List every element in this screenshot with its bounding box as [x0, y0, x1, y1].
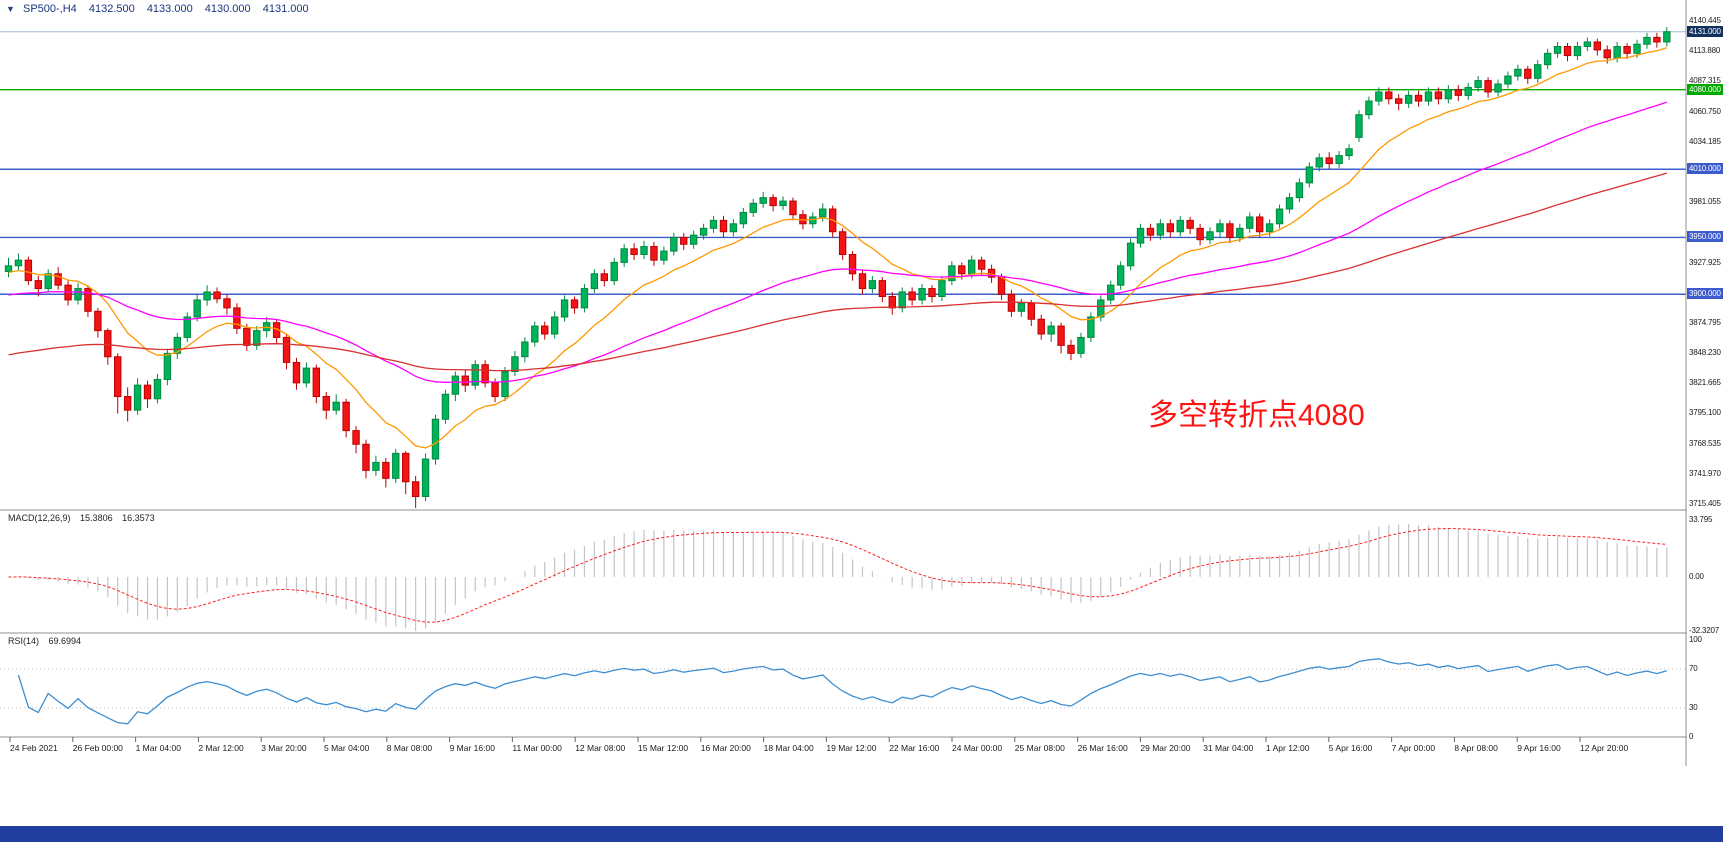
candles	[4, 27, 1671, 508]
low-value: 4130.000	[204, 3, 251, 15]
macd-scale-label: -32.3207	[1689, 626, 1719, 636]
time-ticks	[9, 737, 1581, 742]
price-scale-label: 3848.230	[1689, 348, 1721, 358]
price-scale-label: 3795.100	[1689, 408, 1721, 418]
price-scale-label: 3715.405	[1689, 499, 1721, 508]
price-scale-label: 3741.970	[1689, 468, 1721, 478]
time-label: 5 Mar 04:00	[324, 743, 370, 753]
hline-price-label: 4080.000	[1687, 83, 1723, 95]
price-axis[interactable]: 4140.445 4113.880 4087.315 4060.750 4034.185…	[1687, 0, 1723, 766]
time-label: 15 Mar 12:00	[638, 743, 689, 753]
time-label: 26 Mar 16:00	[1077, 743, 1128, 753]
rsi-value: 69.6994	[48, 636, 82, 646]
price-scale-label: 3927.925	[1689, 257, 1721, 267]
time-label: 26 Feb 00:00	[72, 743, 123, 753]
time-label: 8 Mar 08:00	[386, 743, 433, 753]
time-label: 31 Mar 04:00	[1203, 743, 1254, 753]
time-label: 25 Mar 08:00	[1014, 743, 1065, 753]
time-axis[interactable]: 24 Feb 2021 26 Feb 00:00 1 Mar 04:00 2 Mar …	[0, 743, 1686, 759]
time-label: 8 Apr 08:00	[1454, 743, 1498, 753]
price-scale-label: 4087.315	[1689, 76, 1721, 86]
time-label: 18 Mar 04:00	[763, 743, 814, 753]
open-value: 4132.500	[88, 3, 135, 15]
time-label: 7 Apr 00:00	[1391, 743, 1436, 753]
chart-canvas[interactable]	[0, 0, 1723, 770]
symbol-timeframe-label: SP500-,H4	[22, 3, 77, 15]
time-label: 29 Mar 20:00	[1140, 743, 1191, 753]
macd-signal-value: 16.3573	[122, 513, 155, 523]
time-label: 24 Mar 00:00	[952, 743, 1003, 753]
macd-histogram	[17, 524, 1668, 631]
time-label: 11 Mar 00:00	[512, 743, 562, 753]
hline-price-label: 3950.000	[1687, 231, 1723, 243]
chart-annotation-text: 多空转折点4080	[1148, 399, 1365, 432]
time-label: 16 Mar 20:00	[700, 743, 751, 753]
symbol-info-bar: ▼ SP500-,H4 4132.500 4133.000 4130.000 4…	[6, 3, 318, 15]
price-scale-label: 3768.535	[1689, 438, 1721, 448]
price-scale-label: 3821.665	[1689, 378, 1721, 388]
rsi-scale-label: 0	[1689, 732, 1694, 741]
price-scale-label: 4113.880	[1689, 46, 1721, 56]
time-label: 19 Mar 12:00	[826, 743, 877, 753]
rsi-panel	[0, 658, 1686, 725]
time-label: 2 Mar 12:00	[198, 743, 244, 753]
time-label: 9 Mar 16:00	[449, 743, 495, 753]
price-scale-label: 3874.795	[1689, 317, 1721, 327]
taskbar-strip[interactable]	[0, 826, 1723, 842]
symbol-dropdown-icon[interactable]: ▼	[6, 4, 15, 14]
time-label: 9 Apr 16:00	[1517, 743, 1561, 753]
time-label: 12 Mar 08:00	[575, 743, 626, 753]
time-label: 24 Feb 2021	[10, 743, 58, 753]
price-scale-label: 4060.750	[1689, 106, 1721, 116]
close-value: 4131.000	[262, 3, 309, 15]
price-scale-label: 4034.185	[1689, 136, 1721, 146]
panel-separators	[0, 0, 1723, 766]
price-scale-label: 3981.055	[1689, 197, 1721, 207]
price-scale-label: 4140.445	[1689, 16, 1721, 25]
macd-signal-line	[8, 527, 1667, 623]
time-label: 22 Mar 16:00	[889, 743, 940, 753]
time-label: 3 Mar 20:00	[261, 743, 307, 753]
time-label: 1 Apr 12:00	[1266, 743, 1310, 753]
rsi-scale-label: 100	[1689, 635, 1702, 644]
macd-scale-label: 0.00	[1689, 572, 1704, 581]
rsi-scale-label: 70	[1689, 664, 1698, 674]
macd-name: MACD(12,26,9)	[8, 513, 71, 523]
rsi-scale-label: 30	[1689, 702, 1698, 712]
macd-scale-label: 33.795	[1689, 515, 1713, 525]
hline-price-label: 4010.000	[1687, 163, 1723, 175]
rsi-name: RSI(14)	[8, 636, 40, 646]
rsi-indicator-label: RSI(14) 69.6994	[8, 636, 88, 646]
current-price-label: 4131.000	[1687, 25, 1723, 37]
macd-indicator-label: MACD(12,26,9) 15.3806 16.3573	[8, 513, 162, 523]
time-label: 12 Apr 20:00	[1580, 743, 1629, 753]
time-label: 1 Mar 04:00	[135, 743, 181, 753]
moving-average-lines	[8, 47, 1668, 449]
high-value: 4133.000	[146, 3, 193, 15]
macd-main-value: 15.3806	[80, 513, 113, 523]
time-label: 5 Apr 16:00	[1328, 743, 1373, 753]
hline-price-label: 3900.000	[1687, 288, 1723, 300]
